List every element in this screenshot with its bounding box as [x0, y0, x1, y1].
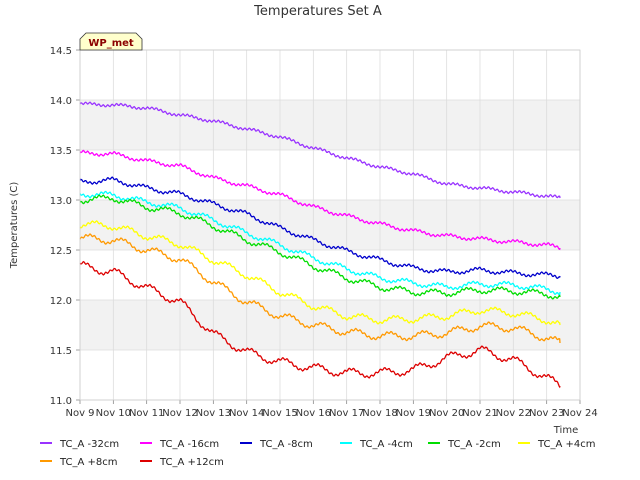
plot-band	[80, 250, 580, 300]
x-tick-label: Nov 23	[529, 408, 564, 419]
series-line-tc-a-8cm	[79, 233, 561, 344]
x-tick-label: Nov 16	[296, 408, 331, 419]
legend-label-tc-a-16cm: TC_A -16cm	[159, 439, 219, 450]
badge-shape	[79, 32, 143, 51]
plot-band	[80, 350, 580, 400]
x-tick-label: Nov 24	[562, 408, 597, 419]
series-line-tc-a-32cm	[79, 101, 561, 199]
legend-label-tc-a-8cm: TC_A -8cm	[259, 439, 313, 450]
wp-met-badge: WP_met	[79, 32, 143, 51]
y-tick-label: 11.5	[50, 346, 72, 357]
x-tick-label: Nov 17	[329, 408, 364, 419]
x-tick-label: Nov 11	[129, 408, 164, 419]
plot-background	[80, 50, 580, 400]
x-tick-label: Nov 13	[196, 408, 231, 419]
x-tick-label: Nov 10	[96, 408, 131, 419]
plot-frame	[79, 49, 581, 401]
series-line-tc-a-4cm	[79, 190, 561, 296]
legend-label-tc-a-8cm: TC_A +8cm	[59, 457, 118, 468]
x-axis-label: Time	[553, 425, 578, 436]
legend-label-tc-a-4cm: TC_A -4cm	[359, 439, 413, 450]
legend-label-tc-a-12cm: TC_A +12cm	[159, 457, 224, 468]
y-tick-label: 12.5	[50, 246, 72, 257]
x-tick-label: Nov 20	[429, 408, 464, 419]
badge-label: WP_met	[88, 38, 134, 49]
series-line-tc-a-8cm	[79, 176, 561, 279]
y-tick-label: 13.0	[50, 196, 72, 207]
legend: TC_A -32cm TC_A -16cm TC_A -8cm TC_A -4cm TC…	[40, 439, 596, 468]
y-axis-label: Temperatures (C)	[9, 182, 20, 270]
x-tick-label: Nov 22	[496, 408, 531, 419]
x-tick-label: Nov 14	[229, 408, 264, 419]
plot-band	[80, 50, 580, 100]
plot-band	[80, 100, 580, 150]
legend-label-tc-a-32cm: TC_A -32cm	[59, 439, 119, 450]
x-tick-label: Nov 15	[262, 408, 297, 419]
y-tick-label: 11.0	[50, 396, 72, 407]
legend-label-tc-a-4cm: TC_A +4cm	[537, 439, 596, 450]
x-tick-label: Nov 9	[65, 408, 94, 419]
plot-band	[80, 150, 580, 200]
plot-band	[80, 300, 580, 350]
chart-title: Temperatures Set A	[253, 4, 382, 19]
series-line-tc-a-2cm	[79, 194, 561, 300]
y-tick-label: 12.0	[50, 296, 72, 307]
x-tick-label: Nov 12	[162, 408, 197, 419]
series-line-tc-a-12cm	[79, 260, 561, 389]
x-tick-label: Nov 19	[396, 408, 431, 419]
y-tick-label: 14.0	[50, 96, 72, 107]
y-axis: 11.0 11.5 12.0 12.5 13.0 13.5 14.0 14.5	[50, 46, 80, 407]
y-tick-label: 13.5	[50, 146, 72, 157]
series-line-tc-a-4cm	[79, 220, 561, 326]
series-lines	[79, 49, 581, 401]
y-tick-label: 14.5	[50, 46, 72, 57]
x-tick-label: Nov 21	[462, 408, 497, 419]
legend-label-tc-a-2cm: TC_A -2cm	[447, 439, 501, 450]
series-line-tc-a-16cm	[79, 149, 561, 251]
x-tick-label: Nov 18	[362, 408, 397, 419]
